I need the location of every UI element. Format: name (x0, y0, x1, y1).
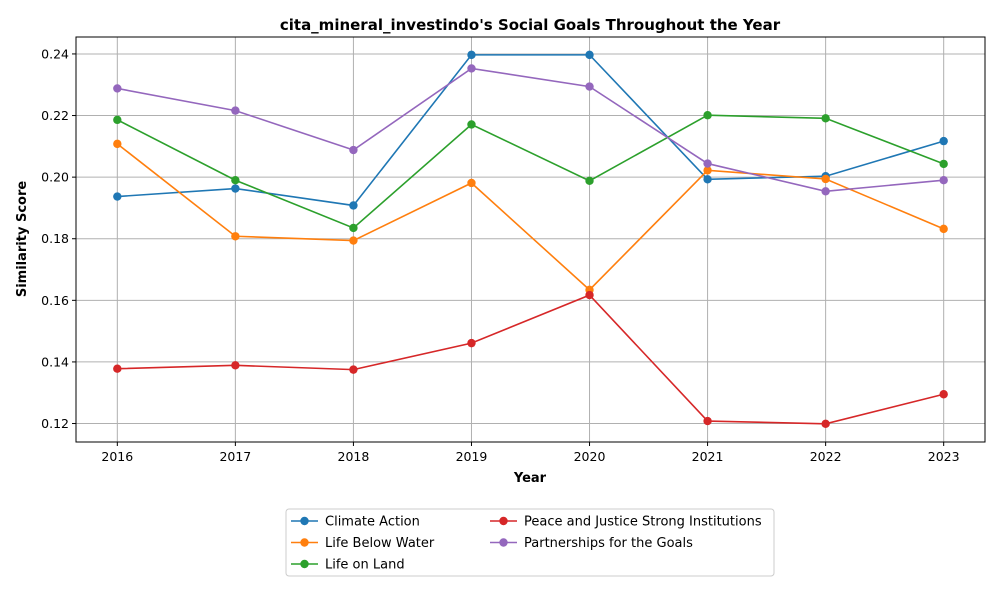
legend-item: Partnerships for the Goals (490, 536, 693, 551)
series-line (117, 67, 944, 193)
series-1 (113, 139, 948, 295)
legend-marker (499, 538, 508, 547)
series-3 (113, 290, 948, 429)
data-point (939, 159, 948, 169)
legend-label: Life on Land (325, 558, 405, 573)
data-point (939, 224, 948, 234)
legend-marker (300, 538, 309, 547)
x-tick-label: 2020 (574, 449, 606, 464)
data-point (467, 338, 476, 348)
data-point (467, 120, 476, 129)
series-4 (113, 64, 948, 196)
data-point (939, 390, 948, 399)
data-point (585, 176, 594, 186)
legend-label: Peace and Justice Strong Institutions (524, 515, 762, 530)
data-point (349, 236, 358, 245)
grid (76, 37, 985, 442)
data-point (113, 139, 122, 149)
data-point (703, 159, 712, 168)
series-line (116, 114, 944, 229)
data-point (231, 361, 240, 370)
y-tick-label: 0.20 (41, 170, 69, 185)
legend-marker (499, 516, 508, 526)
y-tick-label: 0.12 (41, 416, 69, 431)
plot-frame (75, 36, 986, 443)
legend-item: Peace and Justice Strong Institutions (490, 515, 762, 530)
chart-title: cita_mineral_investindo's Social Goals T… (280, 16, 781, 34)
axes: 2016 2017 2018 2019 2020 2021 2022 2023 0.12 0.14… (41, 36, 986, 464)
data-point (113, 115, 122, 125)
x-tick-label: 2021 (692, 449, 724, 464)
legend-marker (300, 559, 309, 569)
data-point (821, 419, 830, 429)
data-point (939, 176, 948, 185)
y-tick-label: 0.16 (41, 293, 69, 308)
series-line (117, 54, 944, 207)
data-point (113, 84, 122, 93)
data-point (703, 111, 712, 120)
data-point (349, 145, 358, 155)
data-point (467, 178, 476, 188)
data-point (231, 106, 240, 115)
data-point (231, 176, 240, 185)
data-point (821, 187, 830, 196)
data-point (821, 174, 830, 184)
legend-item: Life Below Water (291, 536, 435, 551)
x-tick-label: 2016 (101, 449, 133, 464)
legend-item: Climate Action (291, 515, 420, 530)
data-point (349, 201, 358, 210)
data-point (113, 364, 122, 373)
data-point (349, 365, 358, 374)
data-point (703, 175, 712, 184)
legend-label: Life Below Water (325, 536, 435, 551)
data-point (467, 50, 476, 60)
series-group (113, 50, 948, 429)
legend-label: Climate Action (325, 515, 420, 530)
series-2 (113, 111, 948, 233)
y-tick-label: 0.24 (41, 46, 69, 61)
x-tick-label: 2018 (338, 449, 370, 464)
x-tick-label: 2022 (810, 449, 842, 464)
legend: Climate Action Life Below Water Life on La… (285, 508, 775, 577)
data-point (231, 184, 240, 193)
x-tick-label: 2017 (219, 449, 251, 464)
x-axis-title: Year (513, 471, 547, 486)
data-point (585, 82, 594, 91)
data-point (821, 114, 830, 123)
data-point (703, 416, 712, 426)
legend-marker (300, 516, 309, 526)
data-point (349, 223, 358, 233)
data-point (585, 290, 594, 300)
data-point (467, 64, 476, 73)
x-tick-label: 2023 (928, 449, 960, 464)
y-axis-title: Similarity Score (15, 181, 30, 298)
series-line (117, 294, 944, 425)
data-point (585, 50, 594, 60)
y-tick-label: 0.18 (41, 231, 69, 246)
legend-box (285, 508, 775, 577)
series-line (116, 143, 944, 291)
data-point (939, 136, 948, 146)
y-tick-label: 0.22 (41, 108, 69, 123)
data-point (703, 166, 712, 175)
series-0 (113, 50, 948, 210)
legend-item: Life on Land (291, 558, 405, 573)
legend-label: Partnerships for the Goals (524, 536, 693, 551)
data-point (231, 232, 240, 241)
x-tick-label: 2019 (456, 449, 488, 464)
y-tick-label: 0.14 (41, 354, 69, 369)
data-point (113, 192, 122, 201)
